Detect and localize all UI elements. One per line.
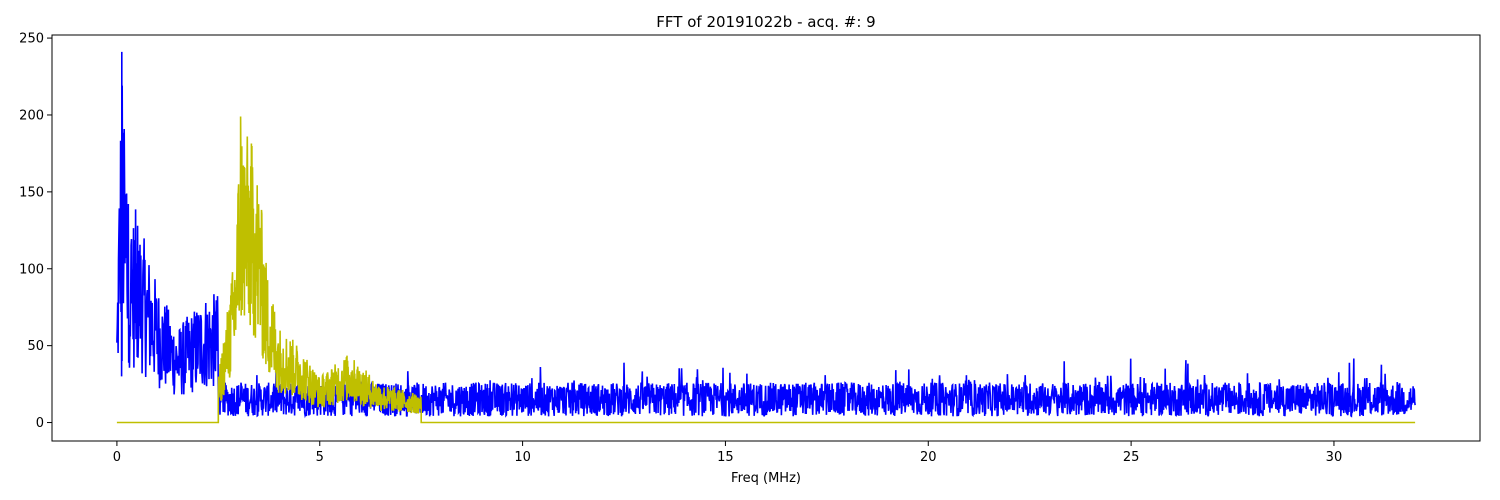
y-tick-label: 50: [27, 339, 44, 354]
y-tick-label: 200: [19, 108, 44, 123]
x-tick-label: 25: [1123, 450, 1140, 465]
series-line-olive: [116, 116, 1416, 424]
x-tick-label: 30: [1326, 450, 1343, 465]
y-tick-label: 0: [36, 416, 44, 431]
series-line-blue: [116, 51, 1416, 419]
x-tick-label: 10: [514, 450, 531, 465]
x-axis-label: Freq (MHz): [731, 471, 801, 486]
y-tick-label: 150: [19, 185, 44, 200]
x-tick-label: 0: [113, 450, 121, 465]
x-tick-label: 20: [920, 450, 937, 465]
axis-ticks: 0 5 10 15 20 25 30 0 50 100 150 200 250: [19, 32, 1342, 465]
plot-area: [116, 51, 1416, 424]
chart-title: FFT of 20191022b - acq. #: 9: [656, 13, 875, 31]
x-tick-label: 15: [717, 450, 734, 465]
y-tick-label: 100: [19, 262, 44, 277]
plot-frame: [51, 34, 1481, 442]
x-tick-label: 5: [316, 450, 324, 465]
y-tick-label: 250: [19, 32, 44, 47]
